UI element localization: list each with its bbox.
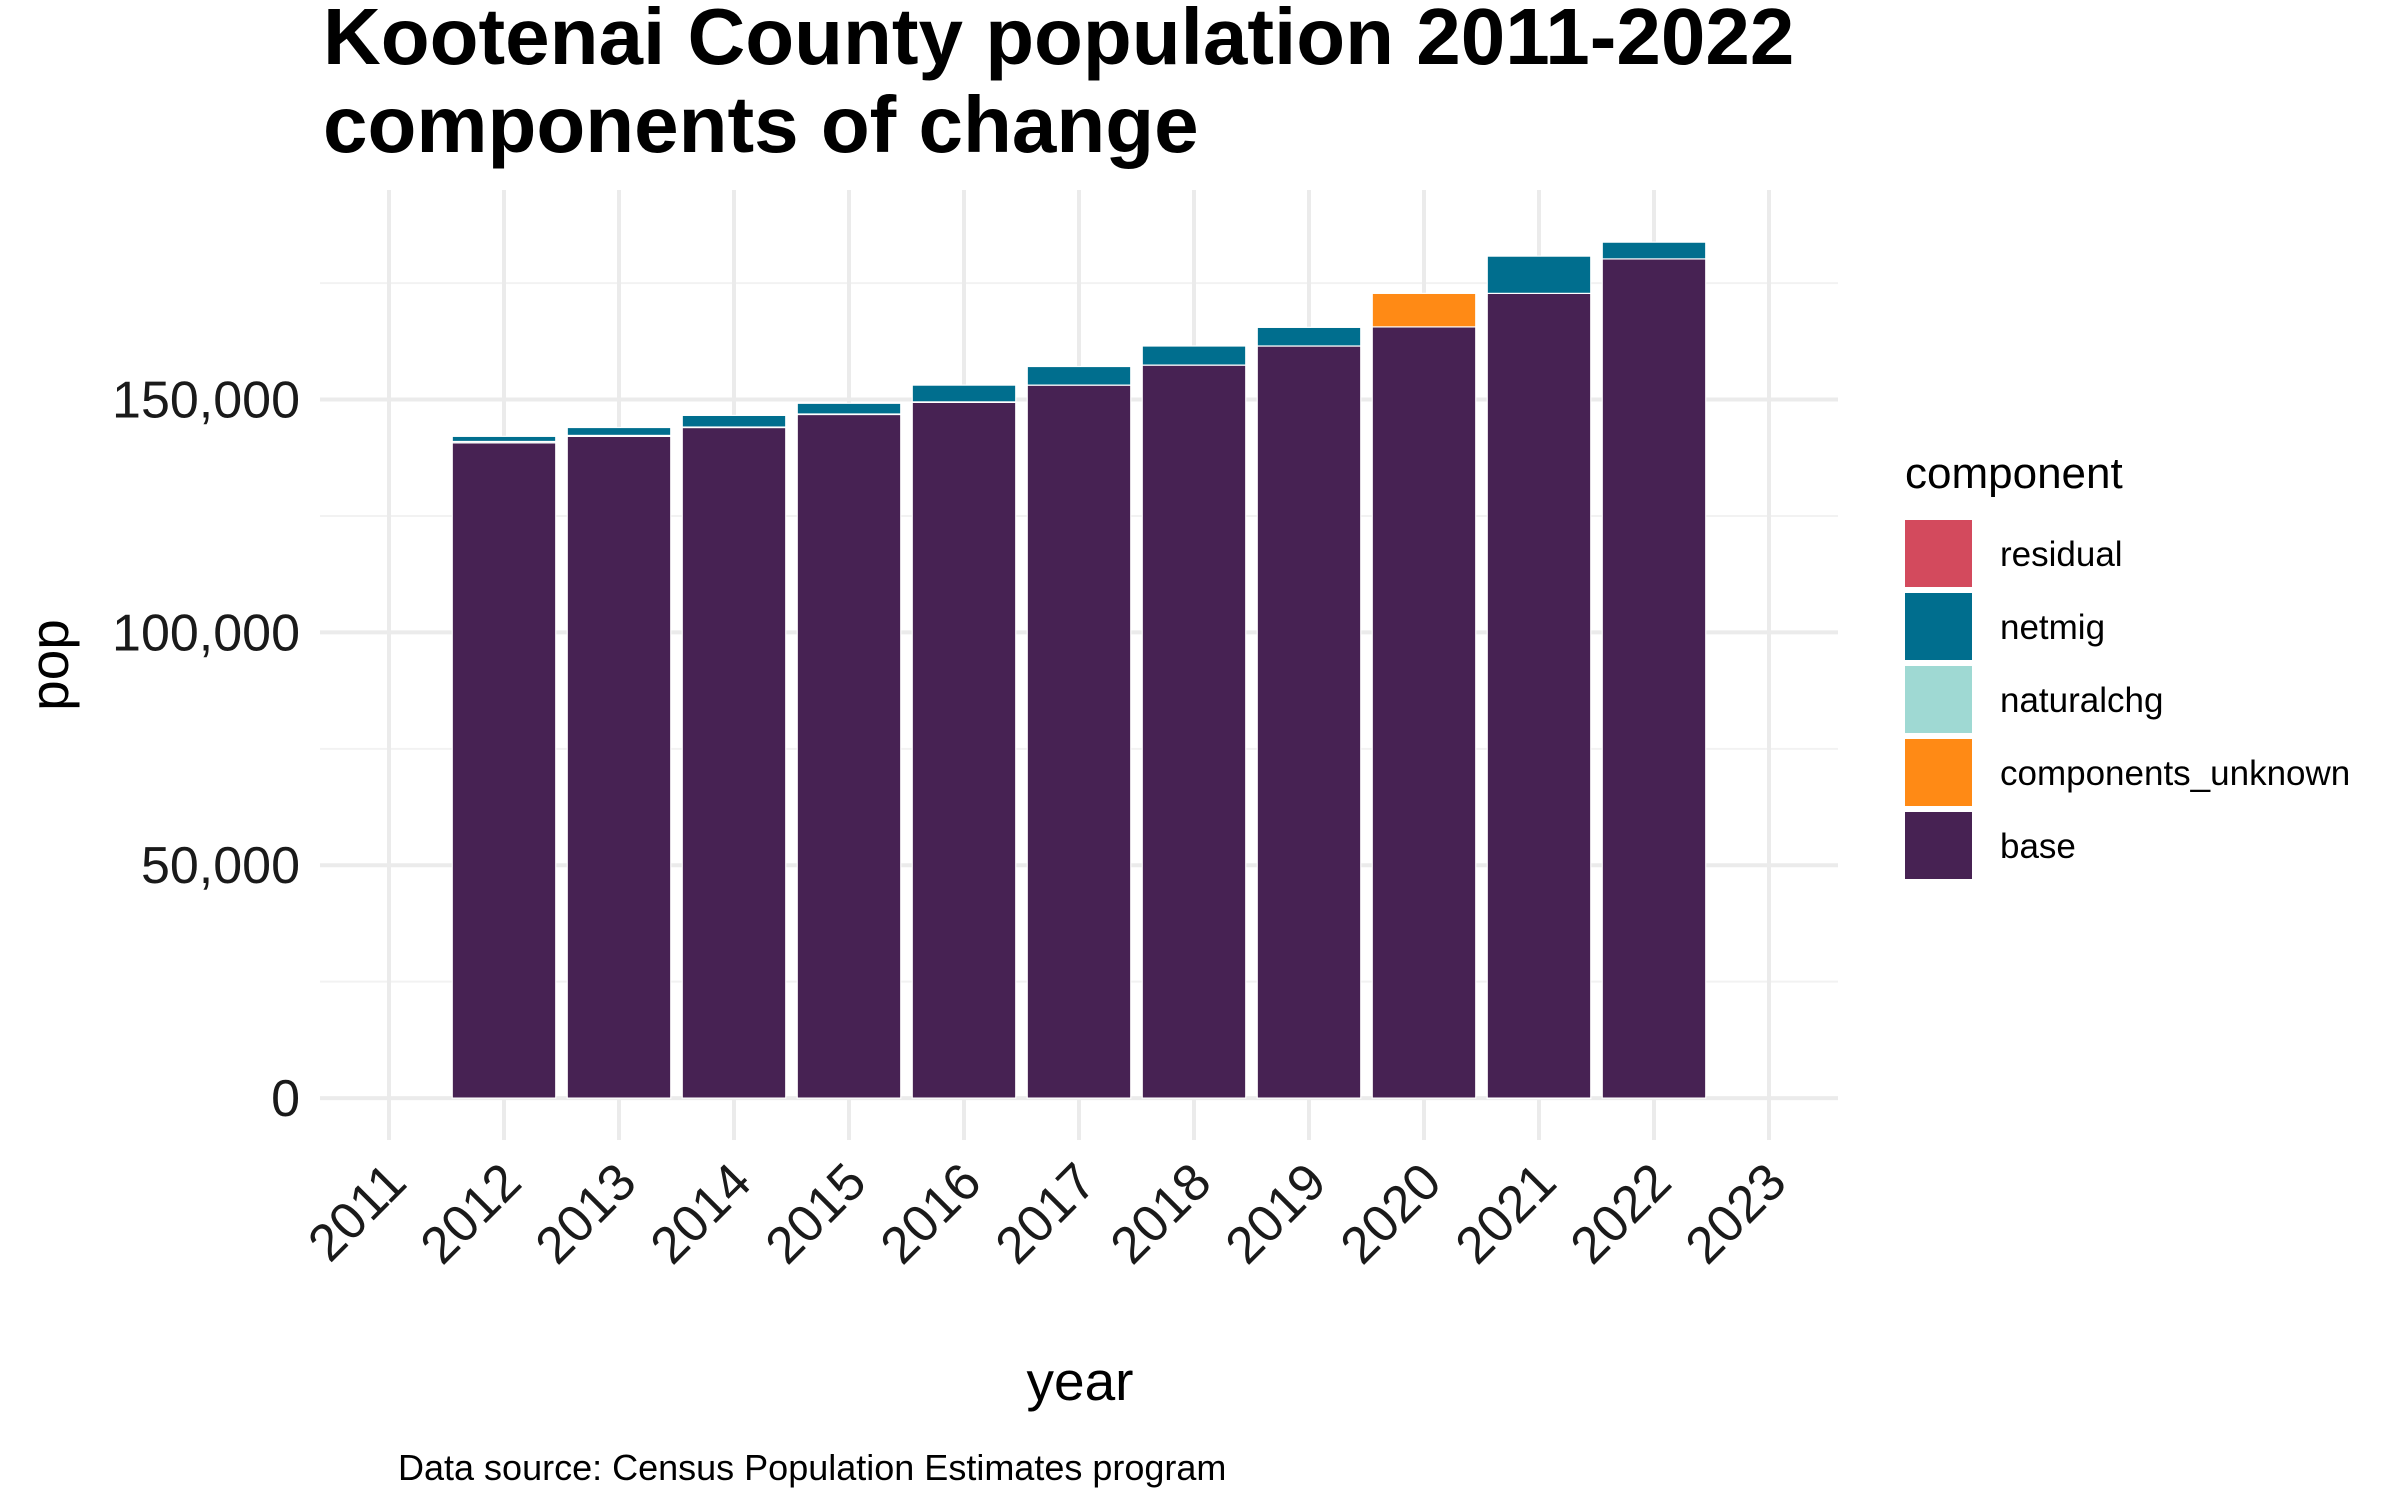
- legend-label-netmig: netmig: [2000, 608, 2105, 647]
- y-tick-label: 100,000: [112, 604, 300, 662]
- bar-base-2017: [1026, 384, 1132, 1099]
- y-tick-label: 0: [271, 1070, 300, 1128]
- y-tick-label: 150,000: [112, 372, 300, 430]
- bar-netmig-2019: [1256, 326, 1362, 347]
- x-tick-label: 2018: [1100, 1152, 1223, 1275]
- x-tick-label: 2011: [297, 1152, 417, 1272]
- x-tick-label: 2023: [1675, 1152, 1798, 1275]
- bar-netmig-2018: [1141, 345, 1247, 366]
- bar-base-2012: [451, 442, 557, 1099]
- bar-base-2014: [681, 426, 787, 1099]
- legend-label-components_unknown: components_unknown: [2000, 754, 2350, 793]
- bar-netmig-2021: [1486, 255, 1592, 294]
- legend: residual netmig naturalchg components_unkno…: [1905, 520, 2350, 879]
- bar-netmig-2015: [796, 402, 902, 415]
- legend-key-naturalchg: [1905, 666, 1972, 733]
- legend-label-residual: residual: [2000, 535, 2123, 574]
- bar-netmig-2016: [911, 384, 1017, 403]
- x-tick-label: 2019: [1215, 1152, 1338, 1275]
- bar-components_unknown-2020: [1371, 292, 1477, 328]
- x-tick-label: 2012: [410, 1152, 533, 1275]
- x-axis-title: year: [1027, 1350, 1134, 1412]
- caption: Data source: Census Population Estimates…: [398, 1447, 1226, 1488]
- y-axis-title: pop: [18, 619, 80, 711]
- x-tick-label: 2014: [640, 1152, 763, 1275]
- bar-base-2020: [1371, 326, 1477, 1099]
- bar-netmig-2012: [451, 435, 557, 443]
- legend-title: component: [1905, 449, 2123, 498]
- bar-naturalchg-2021: [1486, 1097, 1592, 1100]
- bar-netmig-2013: [566, 426, 672, 437]
- x-tick-label: 2016: [870, 1152, 993, 1275]
- bar-base-2016: [911, 401, 1017, 1099]
- x-tick-label: 2022: [1560, 1152, 1683, 1275]
- bar-base-2021: [1486, 292, 1592, 1099]
- y-tick-label: 50,000: [141, 837, 300, 895]
- bar-base-2015: [796, 413, 902, 1099]
- bar-netmig-2017: [1026, 365, 1132, 386]
- legend-key-residual: [1905, 520, 1972, 587]
- bar-netmig-2022: [1601, 241, 1707, 260]
- chart-title: Kootenai County population 2011-2022: [323, 0, 1794, 81]
- legend-key-netmig: [1905, 593, 1972, 660]
- legend-label-base: base: [2000, 827, 2076, 866]
- legend-key-components_unknown: [1905, 739, 1972, 806]
- bar-base-2013: [566, 435, 672, 1099]
- x-tick-label: 2020: [1330, 1152, 1453, 1275]
- x-tick-label: 2015: [755, 1152, 878, 1275]
- legend-label-naturalchg: naturalchg: [2000, 681, 2163, 720]
- legend-key-base: [1905, 812, 1972, 879]
- bar-netmig-2014: [681, 414, 787, 428]
- bar-base-2022: [1601, 258, 1707, 1099]
- bars: [451, 241, 1707, 1100]
- bar-base-2018: [1141, 364, 1247, 1099]
- x-tick-label: 2017: [985, 1152, 1108, 1275]
- x-tick-label: 2021: [1445, 1152, 1568, 1275]
- bar-base-2019: [1256, 345, 1362, 1099]
- x-tick-label: 2013: [525, 1152, 648, 1275]
- chart-subtitle: components of change: [323, 80, 1199, 169]
